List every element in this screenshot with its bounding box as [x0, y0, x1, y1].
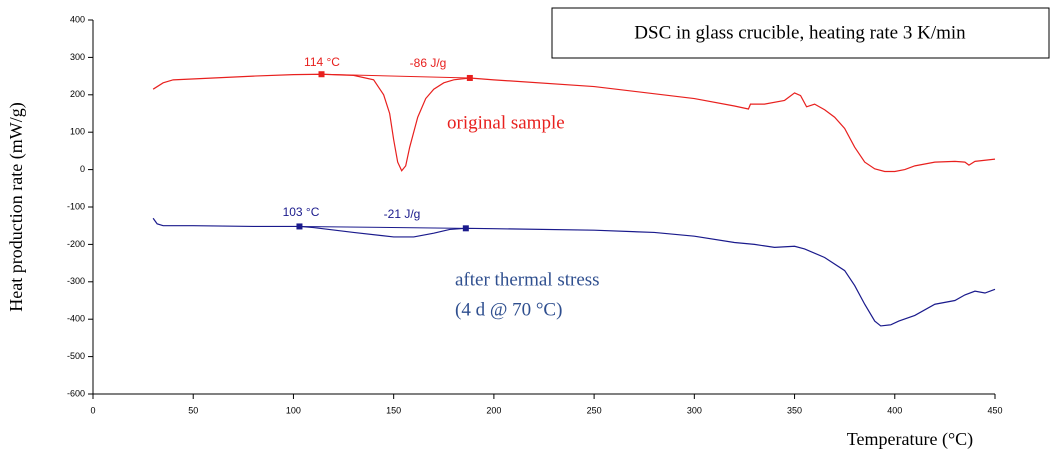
annotation: (4 d @ 70 °C) — [455, 299, 562, 320]
y-tick-label: -300 — [67, 276, 85, 286]
y-axis-label: Heat production rate (mW/g) — [6, 102, 27, 311]
y-tick-label: 300 — [70, 52, 85, 62]
y-tick-label: -400 — [67, 314, 85, 324]
x-tick-label: 400 — [887, 405, 902, 415]
x-axis-label: Temperature (°C) — [847, 429, 973, 450]
x-tick-label: 100 — [286, 405, 301, 415]
y-tick-label: -100 — [67, 201, 85, 211]
y-tick-label: 0 — [80, 164, 85, 174]
baseline-marker — [318, 71, 325, 78]
y-tick-label: 100 — [70, 127, 85, 137]
baseline — [321, 73, 470, 79]
x-tick-label: 150 — [386, 405, 401, 415]
chart-title: DSC in glass crucible, heating rate 3 K/… — [634, 22, 966, 43]
title-box — [551, 7, 1050, 59]
x-tick-label: 300 — [687, 405, 702, 415]
baseline — [299, 225, 466, 229]
series-label: original sample — [447, 112, 565, 133]
y-tick-label: 200 — [70, 89, 85, 99]
onset-label: 103 °C — [283, 205, 320, 219]
x-tick-label: 450 — [987, 405, 1002, 415]
y-tick-label: -600 — [67, 388, 85, 398]
enthalpy-label: -21 J/g — [384, 207, 421, 221]
baseline-marker — [296, 223, 303, 230]
x-tick-label: 0 — [90, 405, 95, 415]
series-line — [152, 73, 996, 173]
baseline-marker — [462, 225, 469, 232]
y-tick-label: -500 — [67, 351, 85, 361]
x-tick-label: 350 — [787, 405, 802, 415]
x-tick-label: 200 — [486, 405, 501, 415]
series-label: after thermal stress — [455, 269, 600, 290]
onset-label: 114 °C — [304, 55, 340, 69]
series-line — [152, 217, 996, 327]
x-tick-label: 50 — [188, 405, 198, 415]
baseline-marker — [466, 74, 473, 81]
x-tick-label: 250 — [587, 405, 602, 415]
enthalpy-label: -86 J/g — [410, 56, 447, 70]
y-tick-label: 400 — [70, 14, 85, 24]
y-tick-label: -200 — [67, 239, 85, 249]
